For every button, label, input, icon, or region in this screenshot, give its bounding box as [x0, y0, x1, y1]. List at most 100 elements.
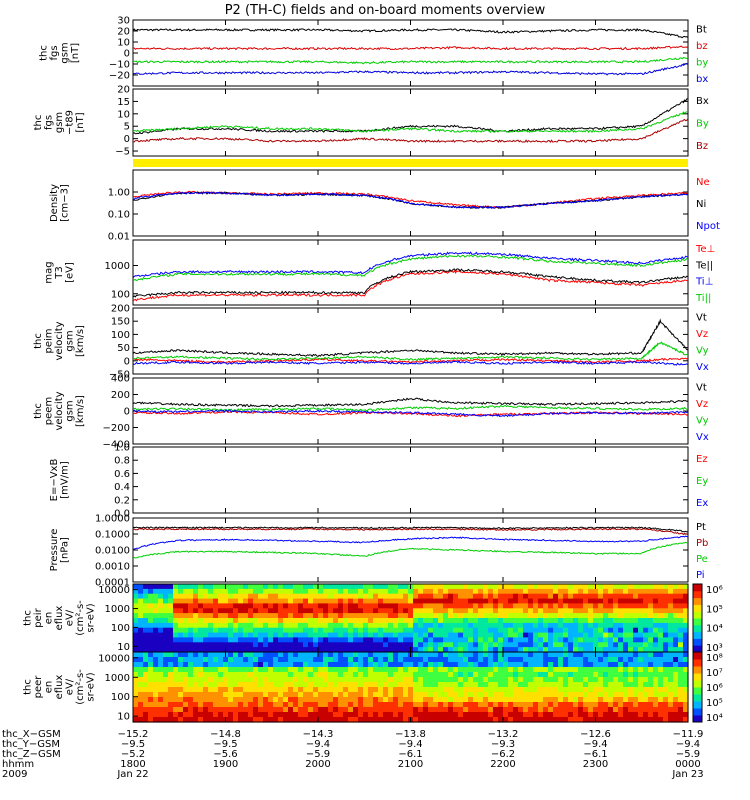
spec-peir-en-eflux-cell: [373, 613, 379, 619]
spec-peir-en-eflux-cell: [388, 642, 394, 648]
spec-peer-en-eflux-cell: [218, 707, 224, 713]
spec-peir-en-eflux-cell: [203, 613, 209, 619]
spec-peir-en-eflux-cell: [138, 613, 144, 619]
spec-peer-en-eflux-cell: [643, 687, 649, 693]
spec-peer-en-eflux-cell: [363, 657, 369, 663]
spec-peir-en-eflux-cell: [633, 647, 639, 653]
ephemeris-value: −11.9: [673, 729, 704, 740]
spec-peir-en-eflux-cell: [148, 588, 154, 595]
spec-peir-en-eflux-cell: [383, 593, 389, 600]
spec-peir-en-eflux-cell: [158, 598, 164, 605]
spec-peer-en-eflux-cell: [463, 702, 469, 708]
spec-peer-en-eflux-cell: [648, 657, 654, 663]
spec-peer-en-eflux-cell: [448, 667, 454, 673]
spec-peer-en-eflux-cell: [593, 687, 599, 693]
spec-peir-en-eflux-cell: [288, 588, 294, 595]
spec-peer-en-eflux-cell: [498, 717, 504, 723]
spec-peer-en-eflux-cell: [268, 682, 274, 688]
spec-peir-en-eflux-cell: [488, 613, 494, 619]
spec-peir-en-eflux-cell: [233, 622, 239, 629]
spec-peer-en-eflux-cell: [288, 687, 294, 693]
spec-peer-en-eflux-cell: [638, 672, 644, 678]
spec-peir-en-eflux-cell: [623, 647, 629, 653]
ephemeris-value: −5.2: [121, 749, 145, 760]
spec-peer-en-eflux-cell: [388, 667, 394, 673]
spec-peer-en-eflux-cell: [573, 662, 579, 668]
panel-peem-velocity-legend-1: Vz: [696, 399, 708, 410]
spec-peer-en-eflux-cell: [218, 652, 224, 658]
spec-peer-en-eflux-cell: [493, 677, 499, 683]
spec-peer-en-eflux-cell: [353, 657, 359, 663]
spec-peir-en-eflux-cell: [473, 622, 479, 629]
spec-peer-en-eflux-cell: [228, 697, 234, 703]
ephemeris-value: −6.2: [491, 749, 515, 760]
spec-peer-en-eflux-cell: [428, 682, 434, 688]
spec-peer-en-eflux-cell: [503, 712, 509, 718]
spec-peir-en-eflux-cell: [543, 647, 549, 653]
spec-peir-en-eflux-cell: [233, 588, 239, 595]
spec-peir-en-eflux-cell: [518, 632, 524, 639]
spec-peer-en-eflux-cell: [523, 662, 529, 668]
spec-peir-en-eflux-cell: [408, 637, 414, 643]
spec-peir-en-eflux-cell: [463, 647, 469, 653]
spec-peir-en-eflux-cell: [168, 618, 174, 624]
spec-peer-en-eflux-cell: [218, 657, 224, 663]
spec-peer-en-eflux-cell: [503, 672, 509, 678]
spec-peer-en-eflux-cell: [213, 652, 219, 658]
spec-peer-en-eflux-cell: [363, 687, 369, 693]
spec-peir-en-eflux-cell: [258, 613, 264, 619]
spec-peer-en-eflux-cell: [558, 707, 564, 713]
spec-peir-en-eflux-cell: [663, 647, 669, 653]
spec-peir-en-eflux-cell: [483, 632, 489, 639]
spec-peir-en-eflux-cell: [363, 642, 369, 648]
panel-peim-velocity-ylabel-line: thc: [33, 333, 44, 349]
spec-peer-en-eflux-cell: [153, 682, 159, 688]
spec-peir-en-eflux-cell: [283, 642, 289, 648]
spec-peir-en-eflux-cell: [603, 593, 609, 600]
spec-peir-en-eflux-cell: [443, 637, 449, 643]
spec-peir-en-eflux-cell: [458, 588, 464, 595]
spec-peir-en-eflux-cell: [198, 588, 204, 595]
spec-peir-en-eflux-cell: [148, 627, 154, 634]
spec-peer-en-eflux-cell: [313, 657, 319, 663]
spec-peir-en-eflux-cell: [438, 618, 444, 624]
spec-peer-en-eflux-cell: [683, 717, 689, 723]
spec-peir-en-eflux-cell: [523, 588, 529, 595]
spec-peer-en-eflux-cell: [638, 717, 644, 723]
spec-peir-en-eflux-cell: [153, 642, 159, 648]
spec-peer-en-eflux-cell: [558, 702, 564, 708]
spec-peer-en-eflux-cell: [283, 712, 289, 718]
spec-peir-en-eflux-cell: [278, 598, 284, 605]
spec-peer-en-eflux-cell: [663, 652, 669, 658]
spec-peer-en-eflux-cell: [468, 697, 474, 703]
ephemeris-value: −6.1: [583, 749, 607, 760]
spec-peir-en-eflux-cell: [368, 622, 374, 629]
spec-peer-en-eflux-cell: [588, 657, 594, 663]
spec-peir-en-eflux-cell: [613, 613, 619, 619]
spec-peir-en-eflux-cell: [138, 637, 144, 643]
spec-peir-en-eflux-cell: [683, 618, 689, 624]
panel-density-ylabel-line: [cm−3]: [59, 184, 70, 222]
spec-peer-en-eflux-cell: [183, 672, 189, 678]
spec-peer-en-eflux-cell: [503, 687, 509, 693]
spec-peir-en-eflux-cell: [663, 613, 669, 619]
spec-peir-en-eflux-cell: [363, 632, 369, 639]
spec-peir-en-eflux-cell: [218, 627, 224, 634]
spec-peir-en-eflux-cell: [443, 618, 449, 624]
spec-peer-en-eflux-cell: [488, 652, 494, 658]
spec-peir-en-eflux-cell: [483, 627, 489, 634]
spec-peer-en-eflux-cell: [243, 667, 249, 673]
spec-peir-en-eflux-cell: [433, 642, 439, 648]
spec-peir-en-eflux-cell: [488, 647, 494, 653]
spec-peer-en-eflux-cell: [353, 697, 359, 703]
spec-peer-en-eflux-cell: [683, 667, 689, 673]
spec-peer-en-eflux-cell: [578, 672, 584, 678]
spec-peir-en-eflux-cell: [228, 584, 234, 590]
spec-peir-en-eflux-cell: [618, 647, 624, 653]
spec-peir-en-eflux-cell: [358, 642, 364, 648]
spec-peer-en-eflux-cell: [143, 677, 149, 683]
spec-peir-en-eflux-cell: [413, 637, 419, 643]
spec-peer-en-eflux-cell: [418, 667, 424, 673]
spec-peer-en-eflux-ylabel-line: thc: [23, 679, 34, 695]
spec-peer-en-eflux-cell: [323, 707, 329, 713]
